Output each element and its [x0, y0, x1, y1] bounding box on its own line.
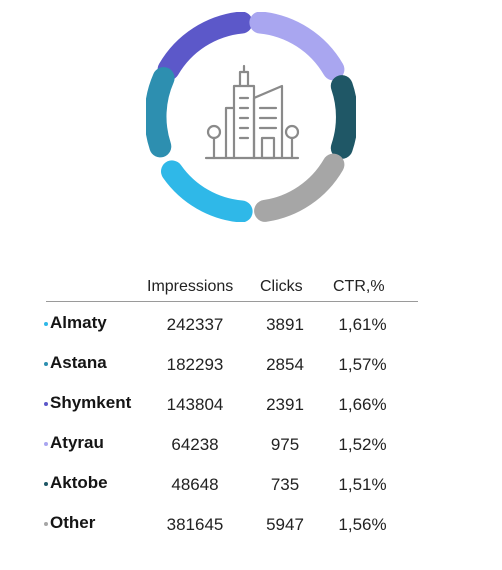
ring-segment-top-right — [249, 12, 345, 81]
ring-segment-bottom-right — [254, 153, 345, 222]
ctr-value: 1,66% — [338, 395, 387, 414]
ring-svg — [146, 12, 356, 222]
header-impressions: Impressions — [147, 278, 234, 295]
impressions-value: 143804 — [166, 395, 224, 414]
clicks-value: 5947 — [266, 515, 304, 534]
ring-segment-bottom — [161, 160, 253, 222]
clicks-value: 3891 — [266, 315, 304, 334]
city-name: Shymkent — [50, 393, 132, 412]
clicks-value: 735 — [270, 475, 300, 494]
ctr-value: 1,52% — [338, 435, 387, 454]
header-divider — [46, 301, 418, 302]
table-row: Atyrau 64238 975 1,52% — [0, 429, 502, 459]
city-name: Other — [50, 513, 96, 532]
clicks-value: 2854 — [266, 355, 304, 374]
ring-segment-right — [330, 75, 356, 159]
clicks-value: 2391 — [266, 395, 304, 414]
table-row: Aktobe 48648 735 1,51% — [0, 469, 502, 499]
clicks-value: 975 — [270, 435, 300, 454]
bullet-icon — [44, 362, 48, 366]
ctr-value: 1,57% — [338, 355, 387, 374]
ring-segment-top-left — [157, 12, 253, 81]
city-name: Atyrau — [50, 433, 104, 452]
bullet-icon — [44, 522, 48, 526]
table-row: Astana 182293 2854 1,57% — [0, 349, 502, 379]
impressions-value: 242337 — [166, 315, 224, 334]
header-clicks: Clicks — [260, 278, 303, 295]
impressions-value: 64238 — [171, 435, 219, 454]
table-row: Shymkent 143804 2391 1,66% — [0, 389, 502, 419]
impressions-value: 182293 — [166, 355, 224, 374]
bullet-icon — [44, 442, 48, 446]
bullet-icon — [44, 322, 48, 326]
impressions-value: 381645 — [166, 515, 224, 534]
city-buildings-icon — [204, 64, 300, 160]
ctr-value: 1,51% — [338, 475, 387, 494]
impressions-value: 48648 — [171, 475, 219, 494]
city-name: Almaty — [50, 313, 107, 332]
header-ctr: CTR,% — [333, 278, 385, 295]
table-row: Other 381645 5947 1,56% — [0, 509, 502, 539]
bullet-icon — [44, 402, 48, 406]
table-row: Almaty 242337 3891 1,61% — [0, 309, 502, 339]
city-name: Astana — [50, 353, 107, 372]
ctr-value: 1,56% — [338, 515, 387, 534]
segmented-ring — [146, 12, 356, 222]
ctr-value: 1,61% — [338, 315, 387, 334]
city-name: Aktobe — [50, 473, 108, 492]
bullet-icon — [44, 482, 48, 486]
ring-segment-left — [146, 67, 175, 158]
